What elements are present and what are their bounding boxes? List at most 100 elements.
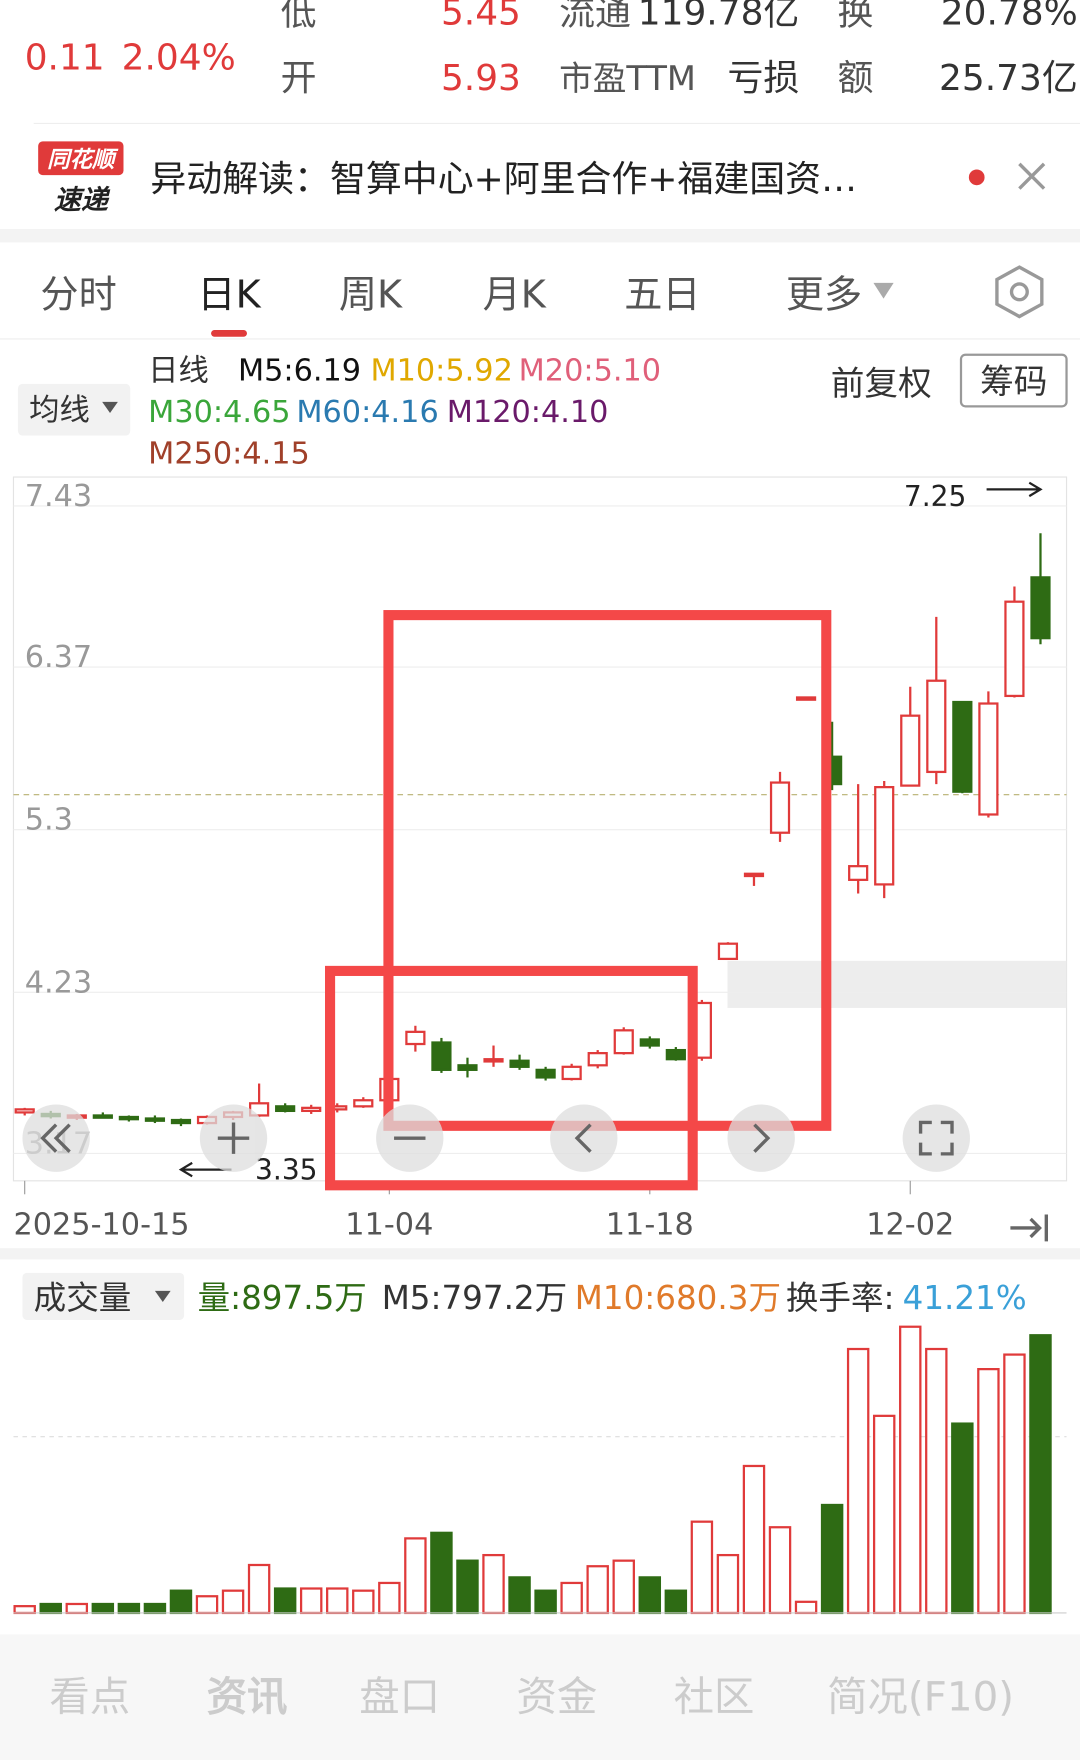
turnover-label: 换手率: <box>786 1279 895 1317</box>
tab[interactable]: 日K <box>197 273 261 317</box>
candle-body <box>1004 600 1025 698</box>
candle-body <box>431 1041 452 1071</box>
bottom-tab[interactable]: 盘口 <box>359 1673 440 1721</box>
candle-body <box>613 1029 634 1055</box>
candle-body <box>717 942 739 961</box>
vol-m5: M5:797.2万 <box>382 1279 568 1317</box>
ma-label: M20:5.10 <box>519 354 661 389</box>
candle-body <box>353 1099 374 1108</box>
candle-body <box>144 1117 166 1122</box>
volume-bar <box>768 1526 792 1615</box>
candle-body <box>405 1030 426 1046</box>
y-tick-label: 4.23 <box>25 965 92 1000</box>
ma-label: M250:4.15 <box>148 437 310 472</box>
low-label: 3.35 <box>255 1154 317 1187</box>
chips-label: 筹码 <box>980 362 1047 401</box>
vol-button[interactable] <box>22 1272 185 1320</box>
volume-bar <box>378 1581 401 1615</box>
icon <box>753 1123 771 1153</box>
control-icons <box>40 1120 1049 1242</box>
vol: 量:897.5万 <box>198 1279 367 1317</box>
y-tick-label: 7.43 <box>25 479 92 514</box>
bottom-bar <box>0 1634 1080 1760</box>
chip-zone <box>727 960 1067 1008</box>
tab[interactable]: 五日 <box>624 273 700 317</box>
tab[interactable]: 分时 <box>40 273 116 317</box>
candle-body <box>275 1105 296 1113</box>
volume-bar <box>39 1602 62 1615</box>
label: 换 <box>838 0 874 34</box>
tabs: 分时 日K 周K 月K 五日 更多 <box>40 273 894 337</box>
candle-body <box>639 1038 660 1047</box>
candle-body <box>457 1064 478 1071</box>
candle-body <box>926 679 947 774</box>
settings-icon-inner <box>1009 282 1029 302</box>
icon <box>40 1123 71 1153</box>
bottom-tab[interactable]: 资讯 <box>207 1673 288 1721</box>
close-icon[interactable] <box>1018 162 1046 190</box>
volume-bar <box>404 1537 427 1615</box>
btn-fullscreen[interactable] <box>902 1104 970 1172</box>
header: 低 5.45 流通 119.78亿 换 20.78% 0.11 2.04% 开 … <box>25 0 1078 99</box>
bottom-tab[interactable]: 资金 <box>516 1673 597 1721</box>
volume-bar <box>1003 1353 1026 1615</box>
caret <box>102 401 118 414</box>
x-tick-label: 12-02 <box>866 1208 954 1243</box>
candle-body <box>900 714 921 787</box>
volume-bar <box>273 1587 297 1615</box>
vol-m10: M10:680.3万 <box>575 1279 781 1317</box>
candle-body <box>535 1068 556 1079</box>
volume-bar <box>299 1587 323 1615</box>
volume-bar <box>742 1464 766 1615</box>
label: 低 <box>281 0 317 34</box>
candle-body <box>118 1115 139 1121</box>
candle-body <box>92 1114 113 1119</box>
settings-icon[interactable] <box>995 265 1044 319</box>
volume-bar <box>977 1368 1000 1615</box>
ma-label: M60:4.16 <box>296 395 438 430</box>
volume-bar <box>951 1422 974 1615</box>
volume-bar <box>65 1602 89 1615</box>
volume-bar <box>326 1587 349 1615</box>
btn-prev[interactable] <box>550 1104 618 1172</box>
news-text: 异动解读：智算中心+阿里合作+福建国资… <box>150 159 857 200</box>
bottom-tab[interactable]: 社区 <box>674 1673 755 1721</box>
volume-bar <box>143 1602 167 1615</box>
ma-button[interactable] <box>17 383 131 436</box>
arrow <box>986 481 1043 498</box>
candle-body <box>795 696 817 701</box>
label: 开 <box>281 58 317 99</box>
tab[interactable]: 更多 <box>786 273 862 317</box>
icon <box>918 1120 954 1156</box>
icon <box>574 1123 592 1153</box>
gap <box>0 228 1080 243</box>
candle-body <box>483 1058 504 1063</box>
chips-button[interactable] <box>959 353 1068 408</box>
vol-button-label: 成交量 <box>34 1279 132 1317</box>
volume-bar <box>846 1347 870 1615</box>
bottom-tab[interactable]: 看点 <box>49 1673 130 1721</box>
volume-bar <box>247 1563 271 1615</box>
volume-bar <box>534 1589 557 1615</box>
volume-bar <box>899 1325 922 1615</box>
box <box>383 610 832 1131</box>
tab[interactable]: 月K <box>483 273 547 317</box>
high-label: 7.25 <box>904 480 966 513</box>
caret <box>154 1290 171 1303</box>
news-bar[interactable]: 同花顺 速递 异动解读：智算中心+阿里合作+福建国资… <box>38 141 1046 216</box>
candle-body <box>170 1118 192 1125</box>
btn-next[interactable] <box>727 1104 795 1172</box>
tab[interactable]: 周K <box>339 273 403 317</box>
annotation-boxes <box>325 610 832 1191</box>
candle-body <box>301 1106 322 1113</box>
bottom-tab[interactable]: 简况(F10) <box>827 1673 1014 1721</box>
icon[interactable] <box>1010 1214 1049 1242</box>
bottom-tabs: 看点 资讯 盘口 资金 社区 简况(F10) <box>49 1673 1014 1721</box>
grid: 7.436.375.34.233.172025-10-1511-0411-181… <box>13 479 1067 1243</box>
volume-bar <box>430 1531 453 1615</box>
volume-bar <box>820 1503 844 1615</box>
adjust[interactable]: 前复权 <box>831 364 932 403</box>
candle-body <box>743 872 765 878</box>
logo-top: 同花顺 <box>47 147 119 173</box>
value: 20.78% <box>941 0 1078 34</box>
